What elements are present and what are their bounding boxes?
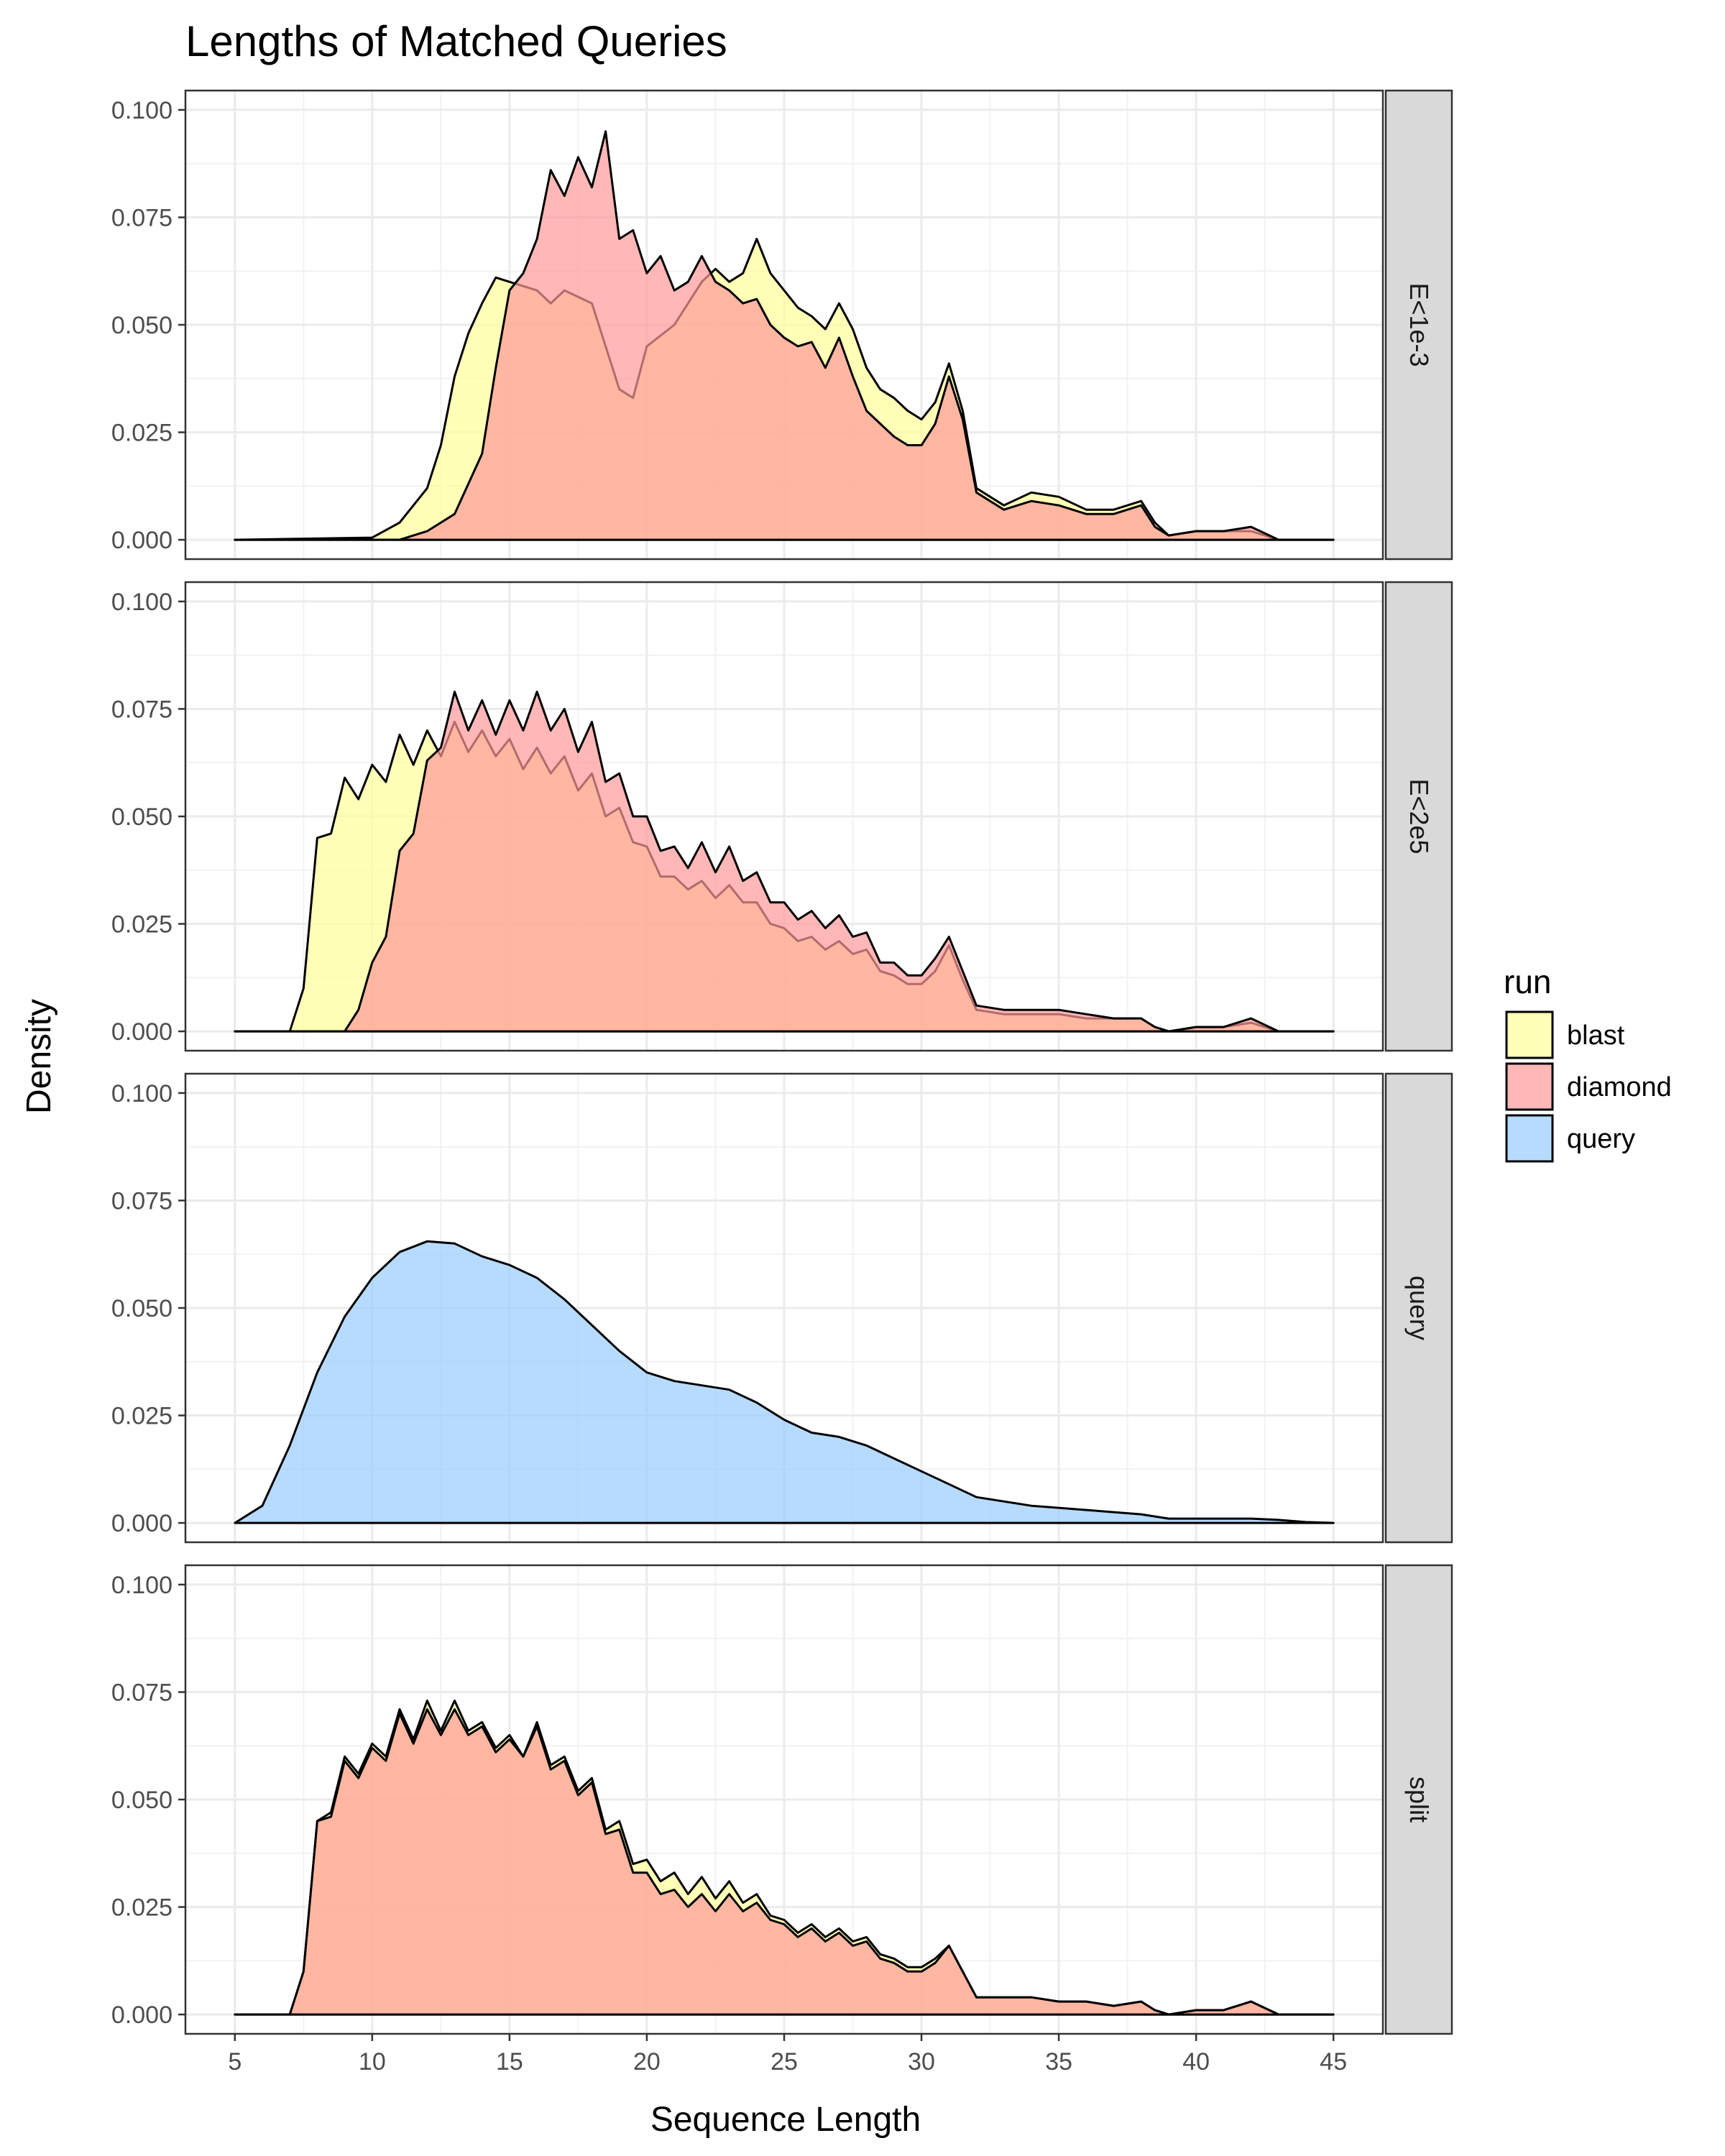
facet-strip-label: E<2e5 — [1404, 778, 1434, 854]
x-axis-title: Sequence Length — [650, 2101, 921, 2139]
y-tick-label: 0.050 — [111, 803, 172, 831]
legend-swatch-query — [1505, 1114, 1554, 1163]
density-area-diamond — [234, 691, 1335, 1033]
x-tick-label: 40 — [1182, 2048, 1210, 2076]
facet-strip-label: split — [1404, 1777, 1434, 1823]
density-area-query — [234, 1240, 1335, 1524]
facet-strip — [1384, 1564, 1453, 2035]
panel-0: 0.000 0.025 0.050 0.075 0.100 E<1e-3 — [111, 89, 1453, 561]
x-tick-label: 5 — [228, 2048, 242, 2076]
density-area-diamond — [234, 1708, 1335, 2016]
y-tick-label: 0.100 — [111, 1080, 172, 1107]
y-tick-label: 0.025 — [111, 420, 172, 447]
y-tick-label: 0.050 — [111, 1787, 172, 1814]
y-tick-label: 0.000 — [111, 2001, 172, 2029]
panel-3: 0.000 0.025 0.050 0.075 0.100 split — [111, 1564, 1453, 2035]
facet-strip-label: E<1e-3 — [1404, 282, 1434, 367]
facet-strip — [1384, 581, 1453, 1052]
legend-items: blast diamond query — [1505, 1010, 1672, 1163]
legend-label-blast: blast — [1567, 1021, 1625, 1051]
x-tick-label: 30 — [908, 2048, 935, 2076]
y-tick-label: 0.100 — [111, 97, 172, 124]
legend-label-diamond: diamond — [1567, 1072, 1672, 1102]
y-tick-label: 0.050 — [111, 1295, 172, 1322]
y-tick-label: 0.000 — [111, 1018, 172, 1046]
legend-swatch-blast — [1505, 1010, 1554, 1059]
x-axis: 5 10 15 20 25 30 35 40 45 — [228, 2034, 1347, 2076]
panel-2: 0.000 0.025 0.050 0.075 0.100 query — [111, 1072, 1453, 1544]
y-tick-label: 0.075 — [111, 696, 172, 723]
density-area-diamond — [234, 130, 1335, 541]
legend-label-query: query — [1567, 1124, 1635, 1154]
panel-1: 0.000 0.025 0.050 0.075 0.100 E<2e5 — [111, 581, 1453, 1052]
y-tick-label: 0.075 — [111, 204, 172, 231]
legend-title: run — [1504, 963, 1551, 1000]
x-tick-label: 10 — [359, 2048, 386, 2076]
facet-strip-label: query — [1404, 1276, 1434, 1340]
y-tick-label: 0.025 — [111, 1403, 172, 1430]
facet-strip — [1384, 1072, 1453, 1544]
y-tick-label: 0.000 — [111, 1510, 172, 1537]
y-tick-label: 0.100 — [111, 1572, 172, 1599]
x-tick-label: 35 — [1045, 2048, 1072, 2076]
y-tick-label: 0.000 — [111, 527, 172, 554]
legend: run blast diamond query — [1504, 963, 1672, 1163]
y-tick-label: 0.025 — [111, 911, 172, 939]
y-tick-label: 0.075 — [111, 1187, 172, 1215]
legend-swatch-diamond — [1505, 1062, 1554, 1111]
y-tick-label: 0.025 — [111, 1894, 172, 1922]
y-tick-label: 0.100 — [111, 589, 172, 616]
chart-title: Lengths of Matched Queries — [185, 17, 727, 65]
x-tick-label: 20 — [633, 2048, 661, 2076]
facet-panels: 0.000 0.025 0.050 0.075 0.100 E<1e-3 0.000 0.02… — [111, 89, 1453, 2035]
x-tick-label: 25 — [770, 2048, 798, 2076]
y-tick-label: 0.075 — [111, 1679, 172, 1706]
y-axis-title: Density — [20, 999, 58, 1114]
x-tick-label: 15 — [496, 2048, 523, 2076]
facet-strip — [1384, 89, 1453, 561]
y-tick-label: 0.050 — [111, 312, 172, 339]
x-tick-label: 45 — [1320, 2048, 1347, 2076]
